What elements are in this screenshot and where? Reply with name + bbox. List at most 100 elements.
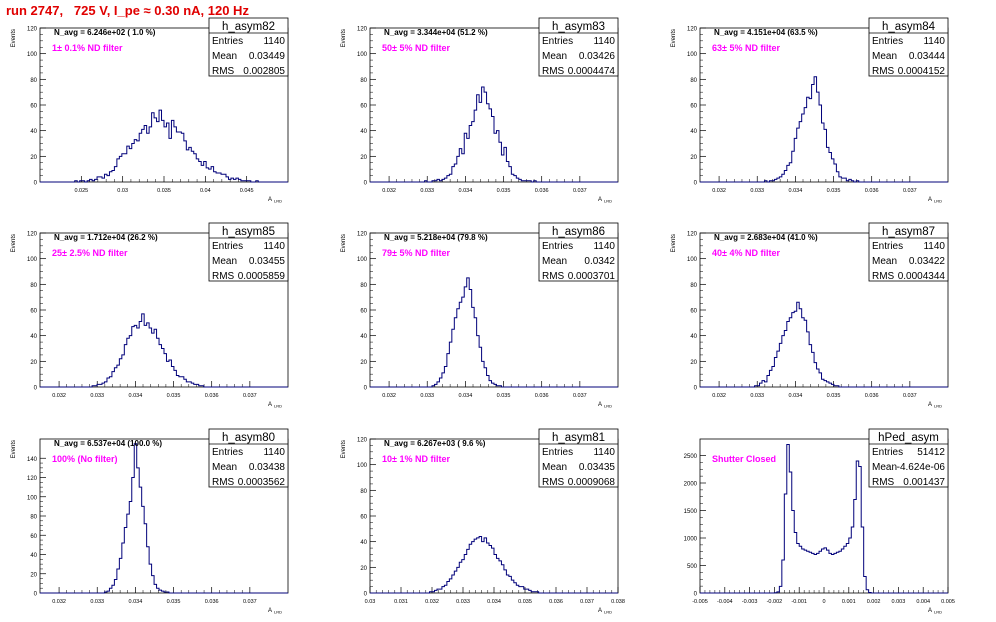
y-tick-label: 0 (34, 386, 38, 392)
histogram-panel: 0 20 40 60 80 100 120 0.032 0.033 0.034 0.035 0.036… (671, 17, 949, 204)
histogram-panel: 0 20 40 60 80 100 120 0.03 0.031 0.032 0.033 0.034 0… (341, 428, 625, 615)
y-tick-label: 80 (360, 78, 367, 84)
y-axis-title: Events (341, 440, 347, 458)
y-axis-title: Events (341, 234, 347, 252)
navg-label: N_avg = 3.344e+04 (51.2 %) (384, 28, 488, 37)
x-tick-label: -0.001 (791, 599, 807, 605)
x-tick-label: 0.035 (497, 393, 511, 399)
stat-label: Entries (212, 36, 243, 47)
y-tick-label: 80 (30, 78, 37, 84)
histogram-title: h_asym82 (222, 21, 275, 33)
x-tick-label: 0.035 (157, 188, 171, 194)
y-tick-label: 120 (27, 232, 38, 238)
x-tick-label: 0.003 (892, 599, 906, 605)
stat-value: 0.03444 (909, 51, 946, 62)
stat-value: 0.0004344 (898, 271, 946, 282)
stat-label: RMS (212, 477, 235, 488)
stat-value: 0.0005859 (238, 271, 286, 282)
y-tick-label: 100 (687, 257, 698, 263)
histogram-panel: 0 20 40 60 80 100 120 140 0.032 0.033 0.034 0.035 0.… (11, 428, 289, 615)
y-tick-label: 60 (30, 534, 37, 540)
y-tick-label: 40 (30, 334, 37, 340)
stat-label: Mean (542, 256, 567, 267)
stat-label: Mean (542, 51, 567, 62)
x-tick-label: 0.035 (167, 599, 181, 605)
stat-value: 0.03435 (579, 462, 616, 473)
stat-label: Entries (872, 36, 903, 47)
x-axis-title: A LRD (928, 197, 942, 204)
stat-label: RMS (872, 66, 895, 77)
stat-value: 1140 (923, 241, 945, 252)
y-tick-label: 0 (364, 592, 368, 598)
x-tick-label: 0.034 (789, 393, 803, 399)
x-tick-label: 0 (822, 599, 825, 605)
x-axis-title: A LRD (598, 402, 612, 409)
x-tick-label: 0.034 (129, 393, 143, 399)
x-tick-label: 0.025 (74, 188, 88, 194)
histogram-series (370, 536, 618, 594)
y-tick-label: 100 (27, 52, 38, 58)
stat-label: Entries (542, 241, 573, 252)
y-tick-label: 80 (360, 489, 367, 495)
y-tick-label: 20 (30, 360, 37, 366)
stats-box (208, 428, 289, 488)
x-axis-title: A LRD (928, 608, 942, 615)
histogram-panel: 0 20 40 60 80 100 120 0.032 0.033 0.034 0.035 0.036… (671, 222, 949, 409)
y-tick-label: 20 (30, 572, 37, 578)
x-tick-label: 0.036 (535, 188, 549, 194)
x-axis-title-subscript: LRD (274, 404, 282, 409)
y-tick-label: 500 (687, 564, 698, 570)
stat-label: Entries (542, 447, 573, 458)
histogram-title: h_asym87 (882, 226, 935, 238)
y-tick-label: 60 (30, 104, 37, 110)
histogram-series (700, 301, 948, 388)
x-tick-label: 0.038 (611, 599, 625, 605)
stat-value: 0.0004152 (898, 66, 946, 77)
stat-value: 0.03426 (579, 51, 616, 62)
x-tick-label: 0.032 (52, 393, 66, 399)
x-tick-label: 0.032 (712, 393, 726, 399)
navg-label: N_avg = 6.537e+04 (100.0 %) (54, 439, 162, 448)
y-tick-label: 100 (357, 257, 368, 263)
stat-label: Mean (212, 51, 237, 62)
histogram-panel: 0 20 40 60 80 100 120 0.025 0.03 0.035 0.04 0.045 Ev… (11, 17, 289, 204)
y-axis-title: Events (671, 29, 677, 47)
run-title: run 2747, 725 V, I_pe ≈ 0.30 nA, 120 Hz (6, 3, 249, 18)
stat-label: RMS (212, 66, 235, 77)
x-axis-title: A LRD (268, 402, 282, 409)
stat-label: RMS (212, 271, 235, 282)
stat-value: -4.624e-06 (897, 462, 946, 473)
x-tick-label: 0.033 (750, 393, 764, 399)
stats-box (868, 17, 949, 77)
histogram-panel: 0 500 1000 1500 2000 2500 -0.005 -0.004 -0.003 -0… (684, 428, 955, 615)
x-tick-label: 0.033 (420, 393, 434, 399)
x-axis-title-subscript: LRD (934, 199, 942, 204)
x-tick-label: 0.032 (52, 599, 66, 605)
filter-annotation: 50± 5% ND filter (382, 43, 450, 53)
histogram-series (40, 109, 288, 183)
x-tick-label: 0.037 (573, 188, 587, 194)
x-tick-label: 0.034 (459, 393, 473, 399)
histogram-panel: 0 20 40 60 80 100 120 0.032 0.033 0.034 0.035 0.036… (341, 17, 619, 204)
histogram-title: h_asym83 (552, 21, 605, 33)
x-tick-label: 0.036 (865, 393, 879, 399)
x-tick-label: 0.037 (243, 599, 257, 605)
x-tick-label: 0.04 (200, 188, 211, 194)
y-tick-label: 0 (694, 386, 698, 392)
stat-label: RMS (872, 271, 895, 282)
stat-value: 1140 (263, 447, 285, 458)
x-tick-label: 0.034 (459, 188, 473, 194)
y-tick-label: 60 (360, 309, 367, 315)
stat-value: 1140 (263, 241, 285, 252)
y-tick-label: 100 (687, 52, 698, 58)
x-tick-label: 0.032 (712, 188, 726, 194)
x-axis-title: A LRD (598, 197, 612, 204)
x-tick-label: 0.033 (420, 188, 434, 194)
y-tick-label: 120 (357, 27, 368, 33)
x-tick-label: 0.033 (456, 599, 470, 605)
x-tick-label: 0.035 (827, 393, 841, 399)
stat-label: RMS (542, 477, 565, 488)
x-tick-label: 0.037 (243, 393, 257, 399)
x-tick-label: 0.037 (903, 188, 917, 194)
stat-value: 51412 (917, 447, 945, 458)
